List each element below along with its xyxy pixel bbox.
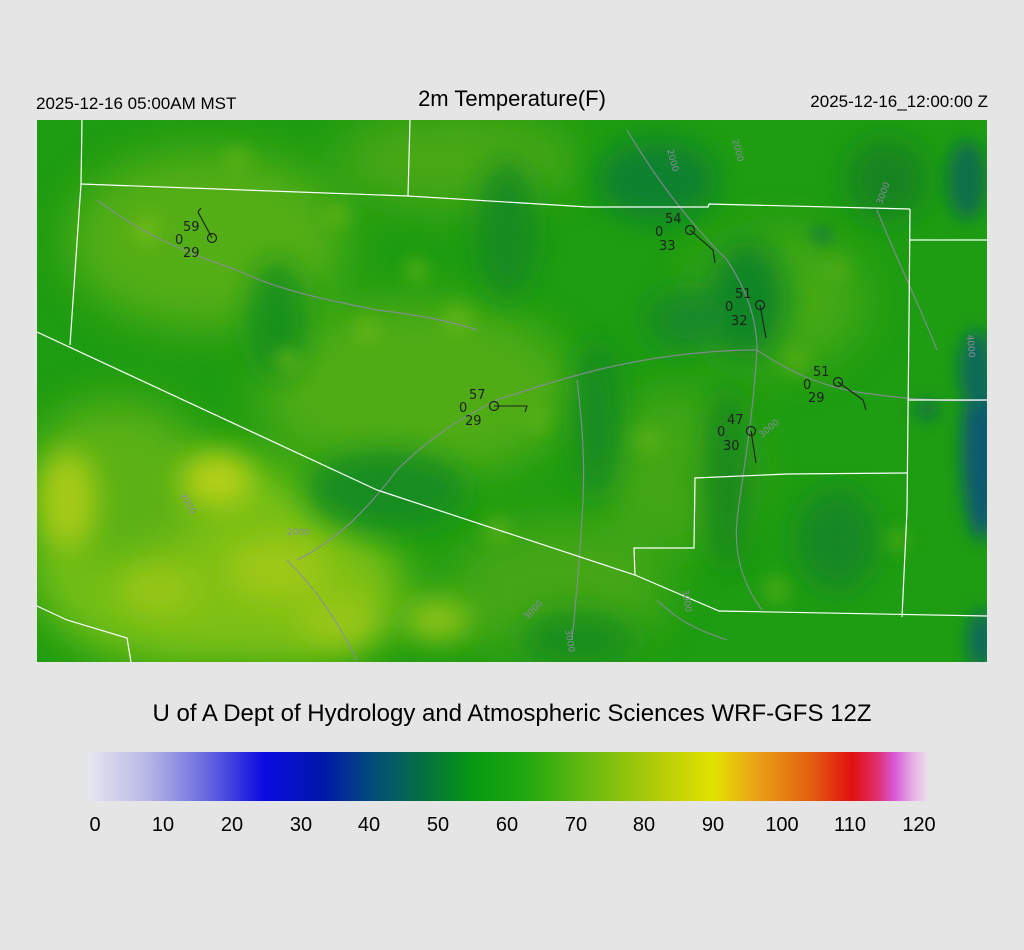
station-temp: 59 (183, 220, 200, 235)
map-title: 2m Temperature(F) (418, 86, 606, 111)
station-plot: 59 0 29 (175, 207, 218, 261)
county-boundaries (37, 120, 987, 662)
station-plot: 57 0 29 (459, 388, 528, 429)
station-plot: 51 0 32 (725, 287, 767, 339)
station-cloud: 0 (725, 300, 733, 315)
temperature-field (37, 120, 987, 662)
colorbar-tick: 20 (220, 814, 244, 836)
colorbar-tick: 0 (89, 814, 101, 836)
contour-label: 3000 (562, 629, 576, 654)
station-dewpoint: 32 (731, 314, 748, 329)
colorbar-tick: 70 (564, 814, 588, 836)
station-marker-icon (754, 299, 766, 311)
contour-label: 2000 (287, 528, 310, 538)
station-marker-icon (832, 376, 844, 388)
colorbar-tick: 60 (495, 814, 519, 836)
colorbar-tick: 80 (632, 814, 656, 836)
station-temp: 54 (665, 212, 682, 227)
station-plot: 54 0 33 (655, 212, 716, 264)
station-temp: 47 (727, 413, 744, 428)
station-dewpoint: 29 (808, 391, 825, 406)
station-cloud: 0 (717, 425, 725, 440)
colorbar-tick: 110 (834, 814, 866, 836)
station-marker-icon (745, 425, 757, 437)
valid-local-time: 2025-12-16 05:00AM MST (36, 94, 237, 113)
colorbar-tick: 40 (357, 814, 381, 836)
wind-barb-icon (197, 207, 213, 239)
colorbar-tick: 30 (289, 814, 313, 836)
contour-label: 3000 (679, 589, 693, 614)
station-marker-icon (206, 232, 218, 244)
colorbar-tick: 50 (426, 814, 450, 836)
colorbar-tick: 90 (701, 814, 725, 836)
station-temp: 51 (813, 365, 830, 380)
station-cloud: 0 (655, 225, 663, 240)
temperature-map: 2000 2000 3000 4000 3000 2000 2000 3000 … (37, 120, 987, 662)
station-plot: 51 0 29 (803, 365, 867, 411)
station-cloud: 0 (459, 401, 467, 416)
station-plot: 47 0 30 (717, 413, 757, 464)
contour-label: 4000 (964, 334, 976, 358)
colorbar-tick: 120 (902, 814, 936, 836)
station-dewpoint: 29 (183, 246, 200, 261)
colorbar-tick: 10 (151, 814, 175, 836)
station-dewpoint: 30 (723, 439, 740, 454)
valid-utc-time: 2025-12-16_12:00:00 Z (810, 92, 988, 111)
station-cloud: 0 (803, 378, 811, 393)
wind-barb-icon (689, 229, 716, 264)
colorbar-tick: 100 (765, 814, 799, 836)
station-temp: 57 (469, 388, 486, 403)
station-temp: 51 (735, 287, 752, 302)
model-credit: U of A Dept of Hydrology and Atmospheric… (152, 700, 872, 727)
station-dewpoint: 29 (465, 414, 482, 429)
wind-barb-icon (759, 304, 767, 339)
station-marker-icon (684, 224, 696, 236)
station-dewpoint: 33 (659, 239, 676, 254)
wind-barb-icon (494, 405, 528, 413)
wind-barb-icon (837, 381, 867, 411)
temperature-colorbar (88, 752, 928, 801)
station-cloud: 0 (175, 233, 183, 248)
wind-barb-icon (750, 430, 757, 464)
